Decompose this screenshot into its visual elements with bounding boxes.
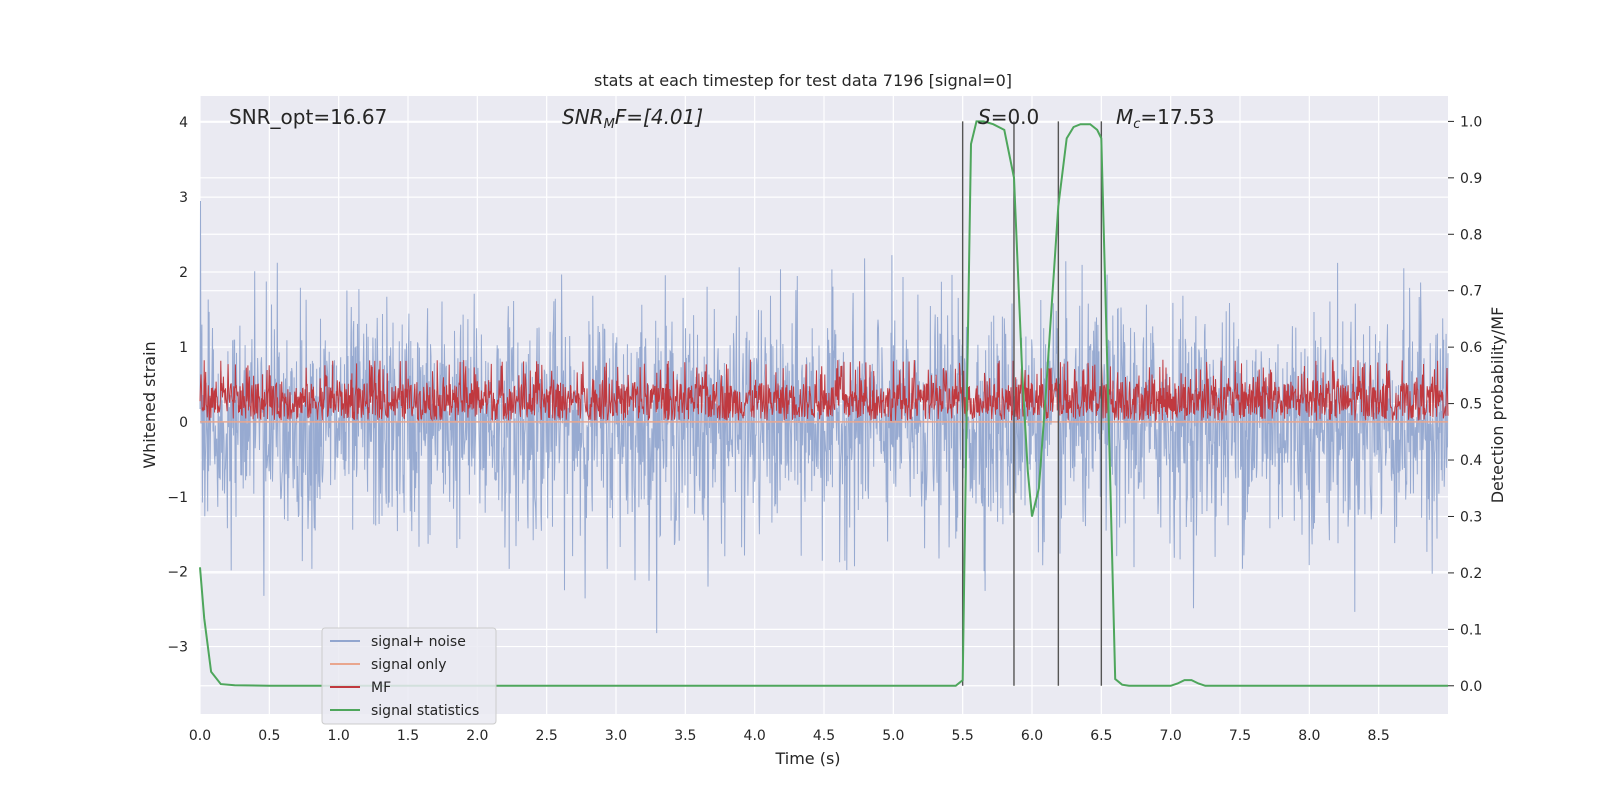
x-axis-label: Time (s) <box>774 749 840 768</box>
x-tick-label: 5.0 <box>882 728 904 744</box>
y-left-axis-label: Whitened strain <box>140 341 159 468</box>
y-right-tick-label: 0.3 <box>1460 509 1482 525</box>
series-mf-line <box>199 359 1449 422</box>
y-right-tick-label: 0.4 <box>1460 453 1482 469</box>
y-right-tick-label: 0.8 <box>1460 227 1482 243</box>
legend-label-signal-noise: signal+ noise <box>371 634 466 650</box>
y-right-axis-ticks: 0.0 0.1 0.2 0.3 0.4 0.5 0.6 0.7 0.8 0.9 1.0 <box>1448 114 1482 695</box>
legend-label-mf: MF <box>371 680 391 696</box>
legend-label-signal-only: signal only <box>371 657 446 673</box>
x-tick-label: 1.5 <box>397 728 419 744</box>
y-left-tick-label: 4 <box>179 115 188 131</box>
y-left-axis-ticks: −3 −2 −1 0 1 2 3 4 <box>167 115 188 655</box>
x-tick-label: 4.5 <box>813 728 835 744</box>
x-tick-label: 0.0 <box>189 728 211 744</box>
y-left-tick-label: −2 <box>167 565 188 581</box>
y-left-tick-label: 0 <box>179 415 188 431</box>
y-left-tick-label: −1 <box>167 490 188 506</box>
y-left-tick-label: 1 <box>179 340 188 356</box>
chart-title-group: stats at each timestep for test data 719… <box>594 71 1012 90</box>
mc-subscript: c <box>1133 117 1140 132</box>
y-right-tick-label: 0.5 <box>1460 397 1482 413</box>
x-tick-label: 7.0 <box>1160 728 1182 744</box>
x-axis-ticks: 0.0 0.5 1.0 1.5 2.0 2.5 3.0 3.5 4.0 4.5 5.0 5.5 6.0 6… <box>189 728 1390 744</box>
s-annotation: S=0.0 <box>978 105 1039 129</box>
mc-annotation: Mc=17.53 <box>1116 105 1214 132</box>
y-left-tick-label: 3 <box>179 190 188 206</box>
x-tick-label: 4.0 <box>744 728 766 744</box>
x-tick-label: 6.0 <box>1021 728 1043 744</box>
x-tick-label: 6.5 <box>1090 728 1112 744</box>
x-tick-label: 8.5 <box>1368 728 1390 744</box>
annotations: SNR_opt=16.67 SNRMF=[4.01] S=0.0 Mc=17.5… <box>229 105 1214 132</box>
legend: signal+ noise signal only MF signal stat… <box>321 627 497 725</box>
mc-rest: =17.53 <box>1140 105 1214 129</box>
snr-mf-subscript: M <box>604 117 615 132</box>
x-tick-label: 0.5 <box>258 728 280 744</box>
mc-symbol: M <box>1116 105 1133 129</box>
legend-label-signal-statistics: signal statistics <box>371 703 479 719</box>
y-left-tick-label: −3 <box>167 640 188 656</box>
series-signal-statistics-line <box>199 120 1448 687</box>
x-tick-label: 1.0 <box>328 728 350 744</box>
x-tick-label: 3.5 <box>674 728 696 744</box>
y-right-tick-label: 0.2 <box>1460 566 1482 582</box>
y-right-tick-label: 0.9 <box>1460 171 1482 187</box>
series-signal-noise-line <box>199 200 1449 634</box>
y-right-axis-label: Detection probability/MF <box>1488 307 1507 504</box>
y-left-tick-label: 2 <box>179 265 188 281</box>
s-rest: =0.0 <box>991 105 1040 129</box>
y-right-tick-label: 0.0 <box>1460 679 1482 695</box>
snr-opt-annotation: SNR_opt=16.67 <box>229 105 387 129</box>
x-tick-label: 2.0 <box>466 728 488 744</box>
y-right-tick-label: 0.1 <box>1460 622 1482 638</box>
snr-mf-symbol: SNR <box>562 105 604 129</box>
s-symbol: S <box>978 105 991 129</box>
y-right-tick-label: 0.6 <box>1460 340 1482 356</box>
legend-box <box>321 627 497 725</box>
x-tick-label: 5.5 <box>952 728 974 744</box>
snr-mf-rest: F=[4.01] <box>615 105 703 129</box>
snr-mf-annotation: SNRMF=[4.01] <box>562 105 703 132</box>
y-right-tick-label: 1.0 <box>1460 114 1482 130</box>
x-tick-label: 8.0 <box>1298 728 1320 744</box>
x-tick-label: 3.0 <box>605 728 627 744</box>
chart-title: stats at each timestep for test data 719… <box>594 71 1012 90</box>
x-tick-label: 2.5 <box>536 728 558 744</box>
x-tick-label: 7.5 <box>1229 728 1251 744</box>
plot-content <box>199 120 1449 687</box>
y-right-tick-label: 0.7 <box>1460 284 1482 300</box>
